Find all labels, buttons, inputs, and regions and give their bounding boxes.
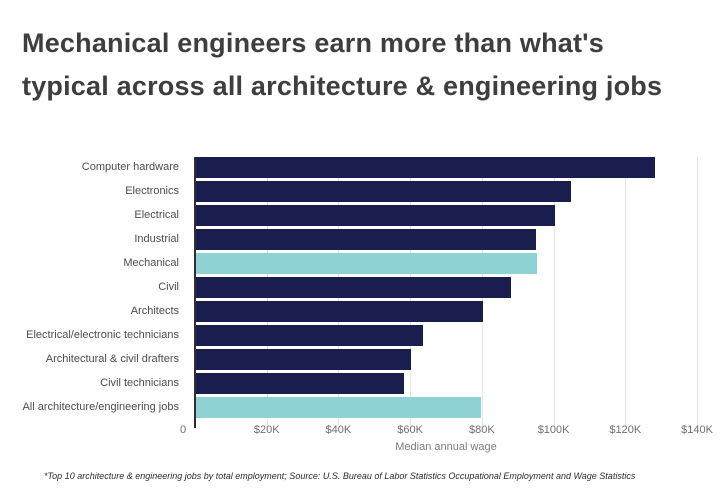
bar-mechanical: [195, 253, 537, 274]
x-tick-label: $80K: [469, 424, 495, 436]
category-labels: Computer hardware Electronics Electrical In…: [0, 157, 187, 418]
x-tick-label: $60K: [397, 424, 423, 436]
y-axis-line: [194, 157, 196, 428]
category-label: Industrial: [134, 233, 179, 245]
x-tick-label: $120K: [609, 424, 642, 436]
category-label: Architectural & civil drafters: [45, 353, 179, 365]
bar-industrial: [195, 229, 537, 250]
gridline-$140K: [697, 157, 698, 426]
source-footnote: *Top 10 architecture & engineering jobs …: [44, 471, 636, 481]
category-label: All architecture/engineering jobs: [22, 401, 179, 413]
chart-title-line1: Mechanical engineers earn more than what…: [22, 28, 605, 58]
x-tick-label: $100K: [537, 424, 570, 436]
bar-electrical: [195, 205, 556, 226]
x-axis-title: Median annual wage: [395, 441, 497, 453]
x-tick-label: 0: [179, 424, 187, 436]
category-label: Computer hardware: [81, 161, 179, 173]
bar-civil-technicians: [195, 373, 405, 394]
category-label: Electrical/electronic technicians: [26, 329, 179, 341]
bar-architectural-civil-drafters: [195, 349, 412, 370]
x-tick-label: $40K: [325, 424, 352, 436]
bar-electronics: [195, 181, 571, 202]
bar-civil: [195, 277, 511, 298]
bar-electrical-electronic-technicians: [195, 325, 424, 346]
bar-all-architecture-engineering-jobs: [195, 397, 482, 418]
plot-area: [195, 157, 698, 426]
x-tick-label: $140K: [681, 424, 713, 436]
gridline-$100K: [553, 157, 555, 426]
chart-title: Mechanical engineers earn more than what…: [22, 22, 698, 108]
category-label: Electrical: [134, 209, 179, 221]
bar-architects: [195, 301, 483, 322]
chart-title-line2: typical across all architecture & engine…: [22, 71, 663, 101]
category-label: Electronics: [125, 185, 179, 197]
category-label: Civil technicians: [100, 377, 179, 389]
category-label: Architects: [130, 305, 179, 317]
category-label: Civil: [158, 281, 179, 293]
x-tick-label: $20K: [253, 424, 280, 436]
category-label: Mechanical: [123, 257, 179, 269]
bar-computer-hardware: [195, 157, 655, 178]
gridline-$120K: [625, 157, 627, 426]
